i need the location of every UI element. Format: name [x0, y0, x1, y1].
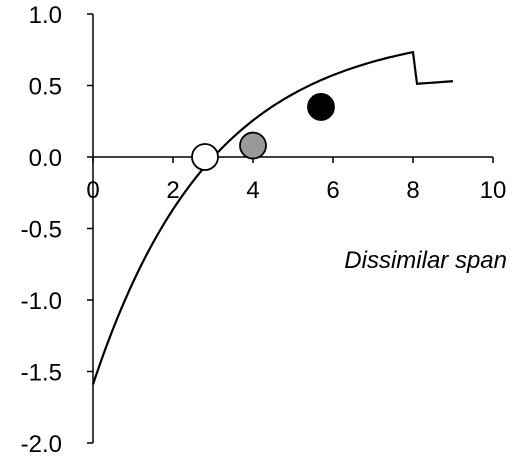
fit-curve: [91, 50, 454, 385]
data-point: [239, 131, 267, 160]
y-ticks: 1.0 0.5 0.0 -0.5 -1.0 -1.5 -2.0: [21, 2, 93, 458]
y-tick-label: -2.0: [21, 431, 62, 458]
x-axis-label: Dissimilar span: [344, 247, 507, 274]
x-tick-label: 6: [326, 177, 339, 204]
y-tick-label: -1.0: [21, 288, 62, 315]
y-tick-label: 0.5: [29, 74, 62, 101]
x-tick-label: 8: [406, 177, 419, 204]
data-points: [191, 93, 335, 171]
data-point: [307, 93, 335, 121]
x-tick-label: 2: [166, 177, 179, 204]
y-tick-label: 0.0: [29, 145, 62, 172]
y-tick-label: 1.0: [29, 2, 62, 29]
x-tick-label: 4: [246, 177, 259, 204]
data-point: [191, 143, 219, 171]
y-tick-label: -0.5: [21, 217, 62, 244]
x-ticks: 0 2 4 6 8 10: [86, 157, 506, 204]
x-tick-label: 0: [86, 177, 99, 204]
x-tick-label: 10: [480, 177, 507, 204]
y-tick-label: -1.5: [21, 360, 62, 387]
